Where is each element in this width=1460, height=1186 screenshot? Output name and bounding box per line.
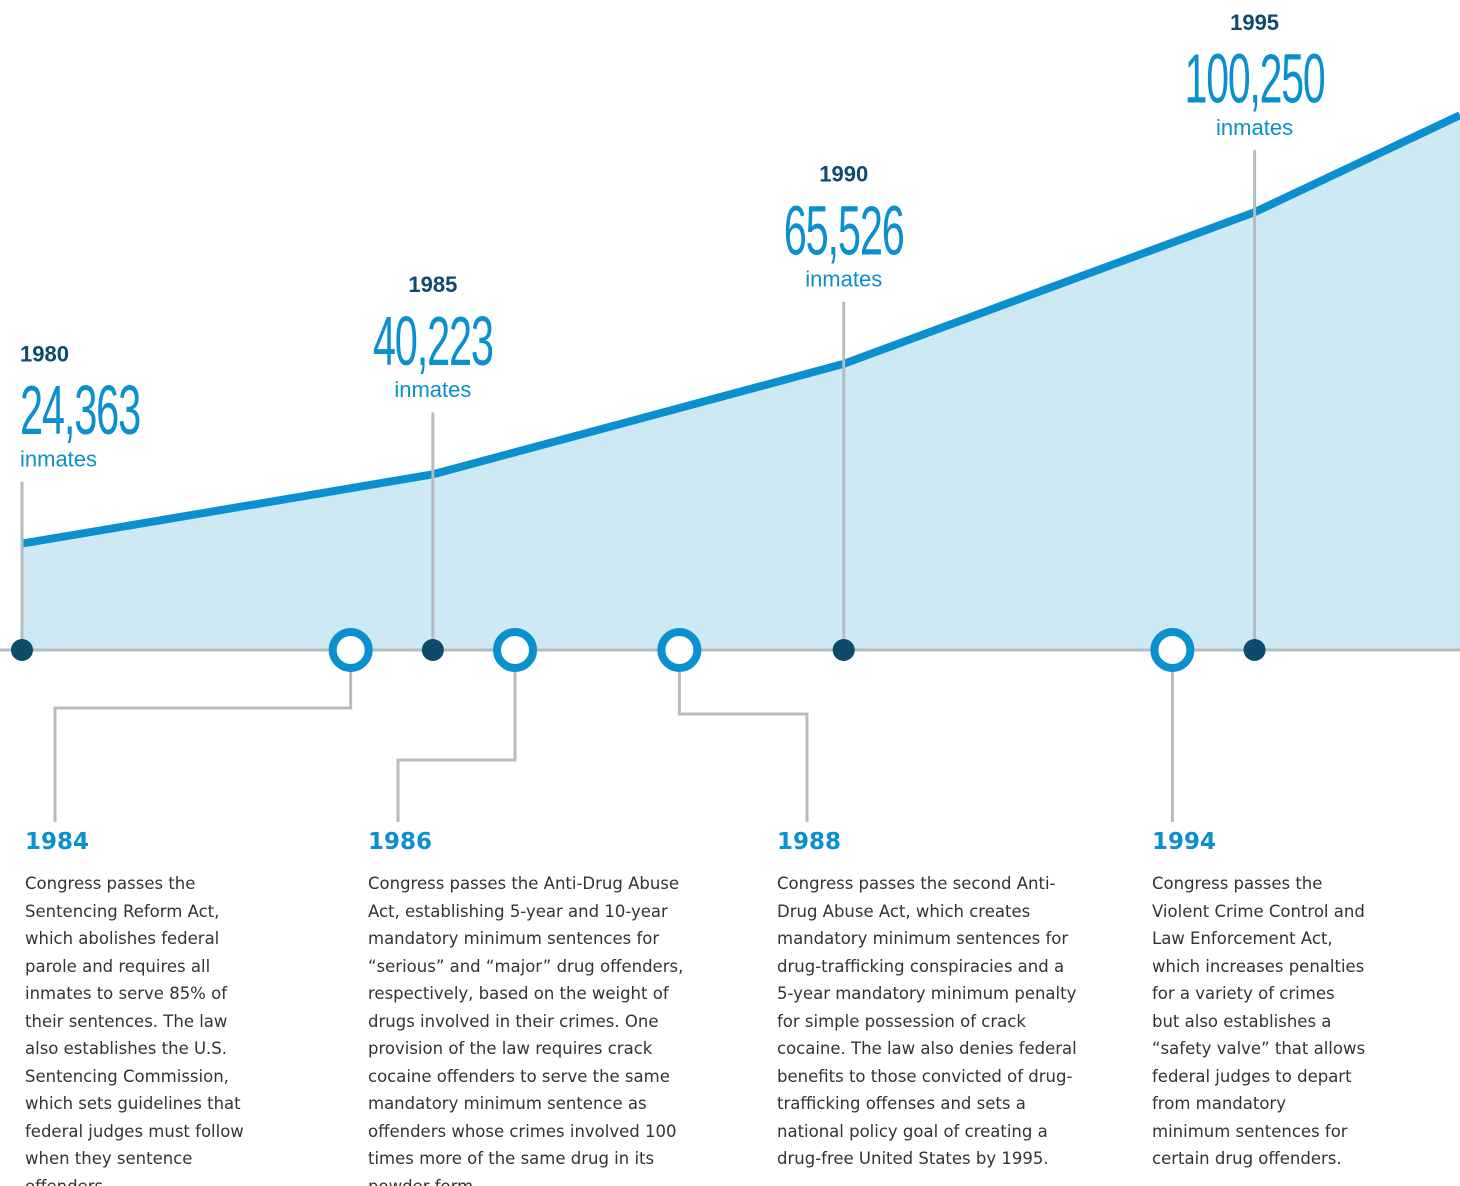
milestone-dot bbox=[1243, 639, 1266, 661]
milestone-dot bbox=[11, 639, 33, 661]
milestone-unit: inmates bbox=[20, 446, 97, 471]
event-marker bbox=[328, 628, 373, 672]
event-text: Congress passes the Anti-Drug Abuse Act,… bbox=[368, 874, 684, 1186]
event-text: Congress passes the second Anti-Drug Abu… bbox=[777, 874, 1077, 1168]
event-year: 1984 bbox=[25, 829, 90, 855]
event-leader bbox=[677, 650, 809, 822]
milestone-dot bbox=[832, 639, 855, 661]
event-year: 1994 bbox=[1152, 829, 1217, 855]
milestone-unit: inmates bbox=[1216, 115, 1293, 140]
event-leader bbox=[396, 650, 517, 822]
milestone-value: 100,250 bbox=[1185, 40, 1325, 118]
milestone-year: 1990 bbox=[819, 162, 868, 187]
event-leader bbox=[53, 650, 353, 822]
event-marker bbox=[657, 628, 702, 672]
area bbox=[22, 115, 1460, 651]
milestone-value: 65,526 bbox=[784, 191, 904, 269]
milestone-value: 24,363 bbox=[20, 371, 140, 449]
milestone-year: 1980 bbox=[20, 341, 69, 366]
event-text: Congress passes the Sentencing Reform Ac… bbox=[25, 874, 244, 1186]
milestone-year: 1995 bbox=[1230, 10, 1279, 35]
event-marker bbox=[493, 628, 538, 672]
milestone-value: 40,223 bbox=[373, 302, 493, 380]
milestone-unit: inmates bbox=[805, 267, 882, 292]
event-year: 1988 bbox=[777, 829, 842, 855]
event-year: 1986 bbox=[368, 829, 433, 855]
milestone-unit: inmates bbox=[394, 377, 471, 402]
milestone-year: 1985 bbox=[408, 272, 457, 297]
milestone-dot bbox=[421, 639, 444, 661]
event-marker bbox=[1150, 628, 1195, 672]
event-text: Congress passes the Violent Crime Contro… bbox=[1152, 874, 1366, 1168]
